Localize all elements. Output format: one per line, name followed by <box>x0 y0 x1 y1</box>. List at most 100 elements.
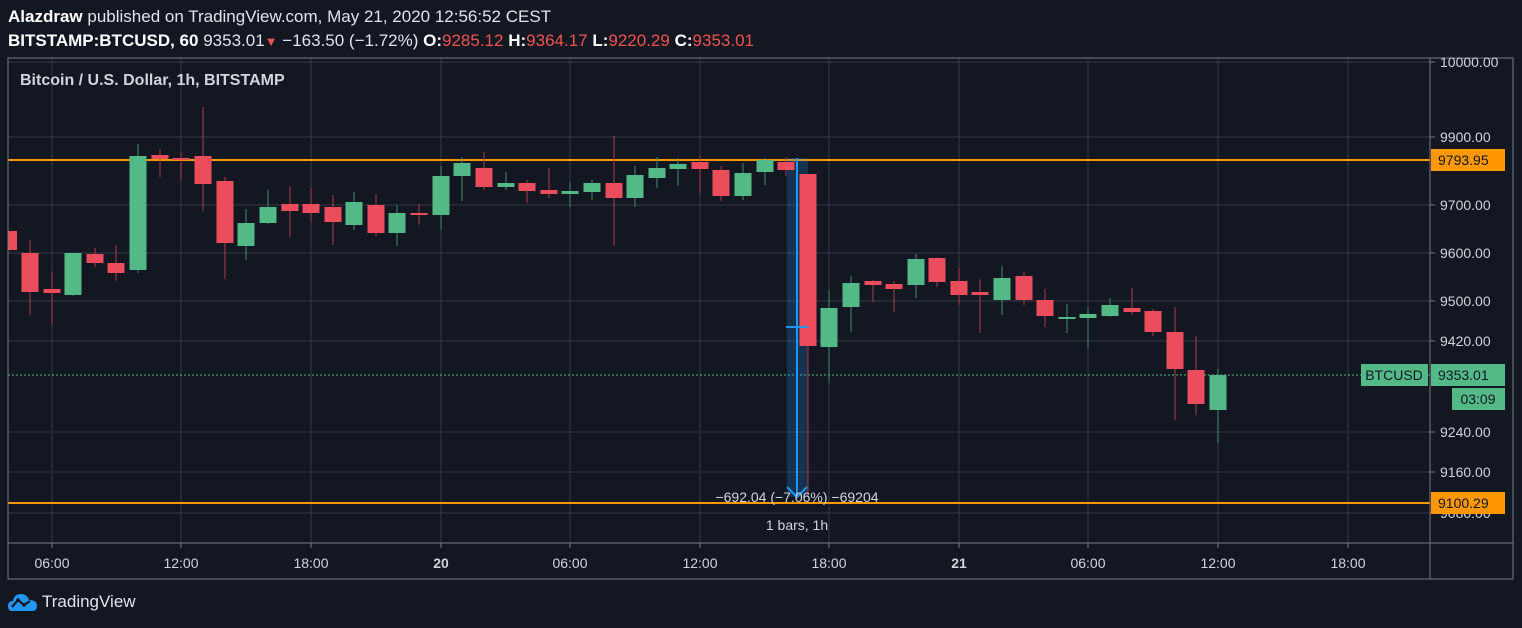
price-badge <box>1431 492 1505 514</box>
chart-title: Bitcoin / U.S. Dollar, 1h, BITSTAMP <box>20 72 285 89</box>
price-tick-label: 9240.00 <box>1440 424 1491 440</box>
svg-text:9100.29: 9100.29 <box>1438 495 1489 511</box>
triangle-down-icon: ▼ <box>264 34 278 49</box>
candle-body <box>820 308 838 347</box>
time-tick-label: 20 <box>433 555 449 571</box>
candle-body <box>518 183 536 191</box>
price-tick-label: 9420.00 <box>1440 333 1491 349</box>
price-change: −163.50 (−1.72%) <box>282 31 419 50</box>
candle-body <box>21 253 39 292</box>
candle-body <box>388 213 406 233</box>
candle-body <box>216 181 234 243</box>
candle-body <box>497 183 515 187</box>
horizontal-levels[interactable] <box>8 159 1430 504</box>
candle-body <box>971 292 989 295</box>
candle-body <box>410 213 428 215</box>
svg-text:9353.01: 9353.01 <box>1438 367 1489 383</box>
price-badge <box>1431 149 1505 171</box>
candle-body <box>605 183 623 198</box>
candle-body <box>367 205 385 233</box>
time-tick-label: 06:00 <box>34 555 69 571</box>
candle-body <box>151 155 169 159</box>
time-tick-label: 18:00 <box>1330 555 1365 571</box>
price-tick-label: 9900.00 <box>1440 129 1491 145</box>
svg-text:03:09: 03:09 <box>1460 391 1495 407</box>
tradingview-cloud-icon <box>8 594 37 611</box>
candle-body <box>324 207 342 222</box>
time-tick-label: 12:00 <box>163 555 198 571</box>
candle-body <box>907 259 925 285</box>
candle-body <box>64 253 82 295</box>
candle-body <box>561 191 579 194</box>
measure-bars-text: 1 bars, 1h <box>766 517 828 533</box>
candle-body <box>1101 305 1119 316</box>
time-tick-label: 18:00 <box>811 555 846 571</box>
candle-body <box>669 164 687 169</box>
candle-body <box>1123 308 1141 312</box>
candle-body <box>1036 300 1054 316</box>
candle-body <box>1187 370 1205 404</box>
open-label: O: <box>423 31 443 50</box>
candle-body <box>1058 317 1076 319</box>
chart-grid <box>8 58 1430 543</box>
candle-body <box>648 168 666 178</box>
high-value: 9364.17 <box>526 31 588 50</box>
low-value: 9220.29 <box>608 31 670 50</box>
candle-body <box>281 204 299 211</box>
symbol-legend: BITSTAMP:BTCUSD, 60 9353.01 ▼ −163.50 (−1… <box>8 31 754 51</box>
low-label: L: <box>592 31 609 50</box>
price-tick-label: 9500.00 <box>1440 293 1491 309</box>
high-label: H: <box>508 31 527 50</box>
candle-body <box>453 163 471 176</box>
candle-body <box>626 175 644 198</box>
published-text: published on TradingView.com, May 21, 20… <box>87 7 552 26</box>
arrow-down-icon <box>786 486 808 499</box>
author-name[interactable]: Alazdraw <box>8 7 83 26</box>
bar-countdown <box>1452 388 1505 410</box>
candle-body <box>734 173 752 196</box>
candle-body <box>1209 375 1227 410</box>
price-tick-label: 10000.00 <box>1440 54 1499 70</box>
price-axis[interactable]: 10000.00 9900.00 9700.00 9600.00 9500.00 9420… <box>1361 54 1505 521</box>
candle-body <box>129 156 147 270</box>
candle-body <box>885 284 903 289</box>
time-tick-label: 06:00 <box>552 555 587 571</box>
candle-body <box>842 283 860 307</box>
time-tick-label: 21 <box>951 555 967 571</box>
candle-body <box>756 160 774 172</box>
candle-body <box>86 254 104 263</box>
candle-body <box>864 281 882 285</box>
publish-info: Alazdraw published on TradingView.com, M… <box>8 7 551 27</box>
candle-body <box>8 231 17 250</box>
close-value: 9353.01 <box>692 31 754 50</box>
candle-body <box>237 223 255 246</box>
symbol-label: BITSTAMP:BTCUSD, 60 <box>8 31 199 50</box>
tradingview-logo[interactable]: TradingView <box>8 592 136 612</box>
open-value: 9285.12 <box>442 31 504 50</box>
price-badge <box>1431 364 1505 386</box>
candle-body <box>475 168 493 187</box>
candles <box>8 107 1227 497</box>
candle-body <box>799 174 817 346</box>
price-tick-label: 9700.00 <box>1440 197 1491 213</box>
candle-body <box>691 162 709 169</box>
brand-name: TradingView <box>42 592 136 611</box>
time-axis[interactable]: 06:00 12:00 18:00 20 06:00 12:00 18:00 21 06:00 1… <box>34 543 1366 571</box>
candle-body <box>302 204 320 213</box>
time-tick-label: 18:00 <box>293 555 328 571</box>
candle-body <box>993 278 1011 300</box>
candle-body <box>194 156 212 184</box>
svg-text:BTCUSD: BTCUSD <box>1365 367 1423 383</box>
candle-body <box>1015 276 1033 300</box>
chart-frame <box>7 57 1514 580</box>
candle-body <box>432 176 450 215</box>
candle-body <box>43 289 61 293</box>
measure-tool[interactable]: −692.04 (−7.06%) −69204 1 bars, 1h <box>715 158 879 533</box>
close-label: C: <box>674 31 693 50</box>
price-tick-label: 9160.00 <box>1440 464 1491 480</box>
candle-body <box>777 162 795 170</box>
candle-body <box>259 207 277 223</box>
candle-body <box>712 170 730 196</box>
symbol-badge <box>1361 364 1428 386</box>
